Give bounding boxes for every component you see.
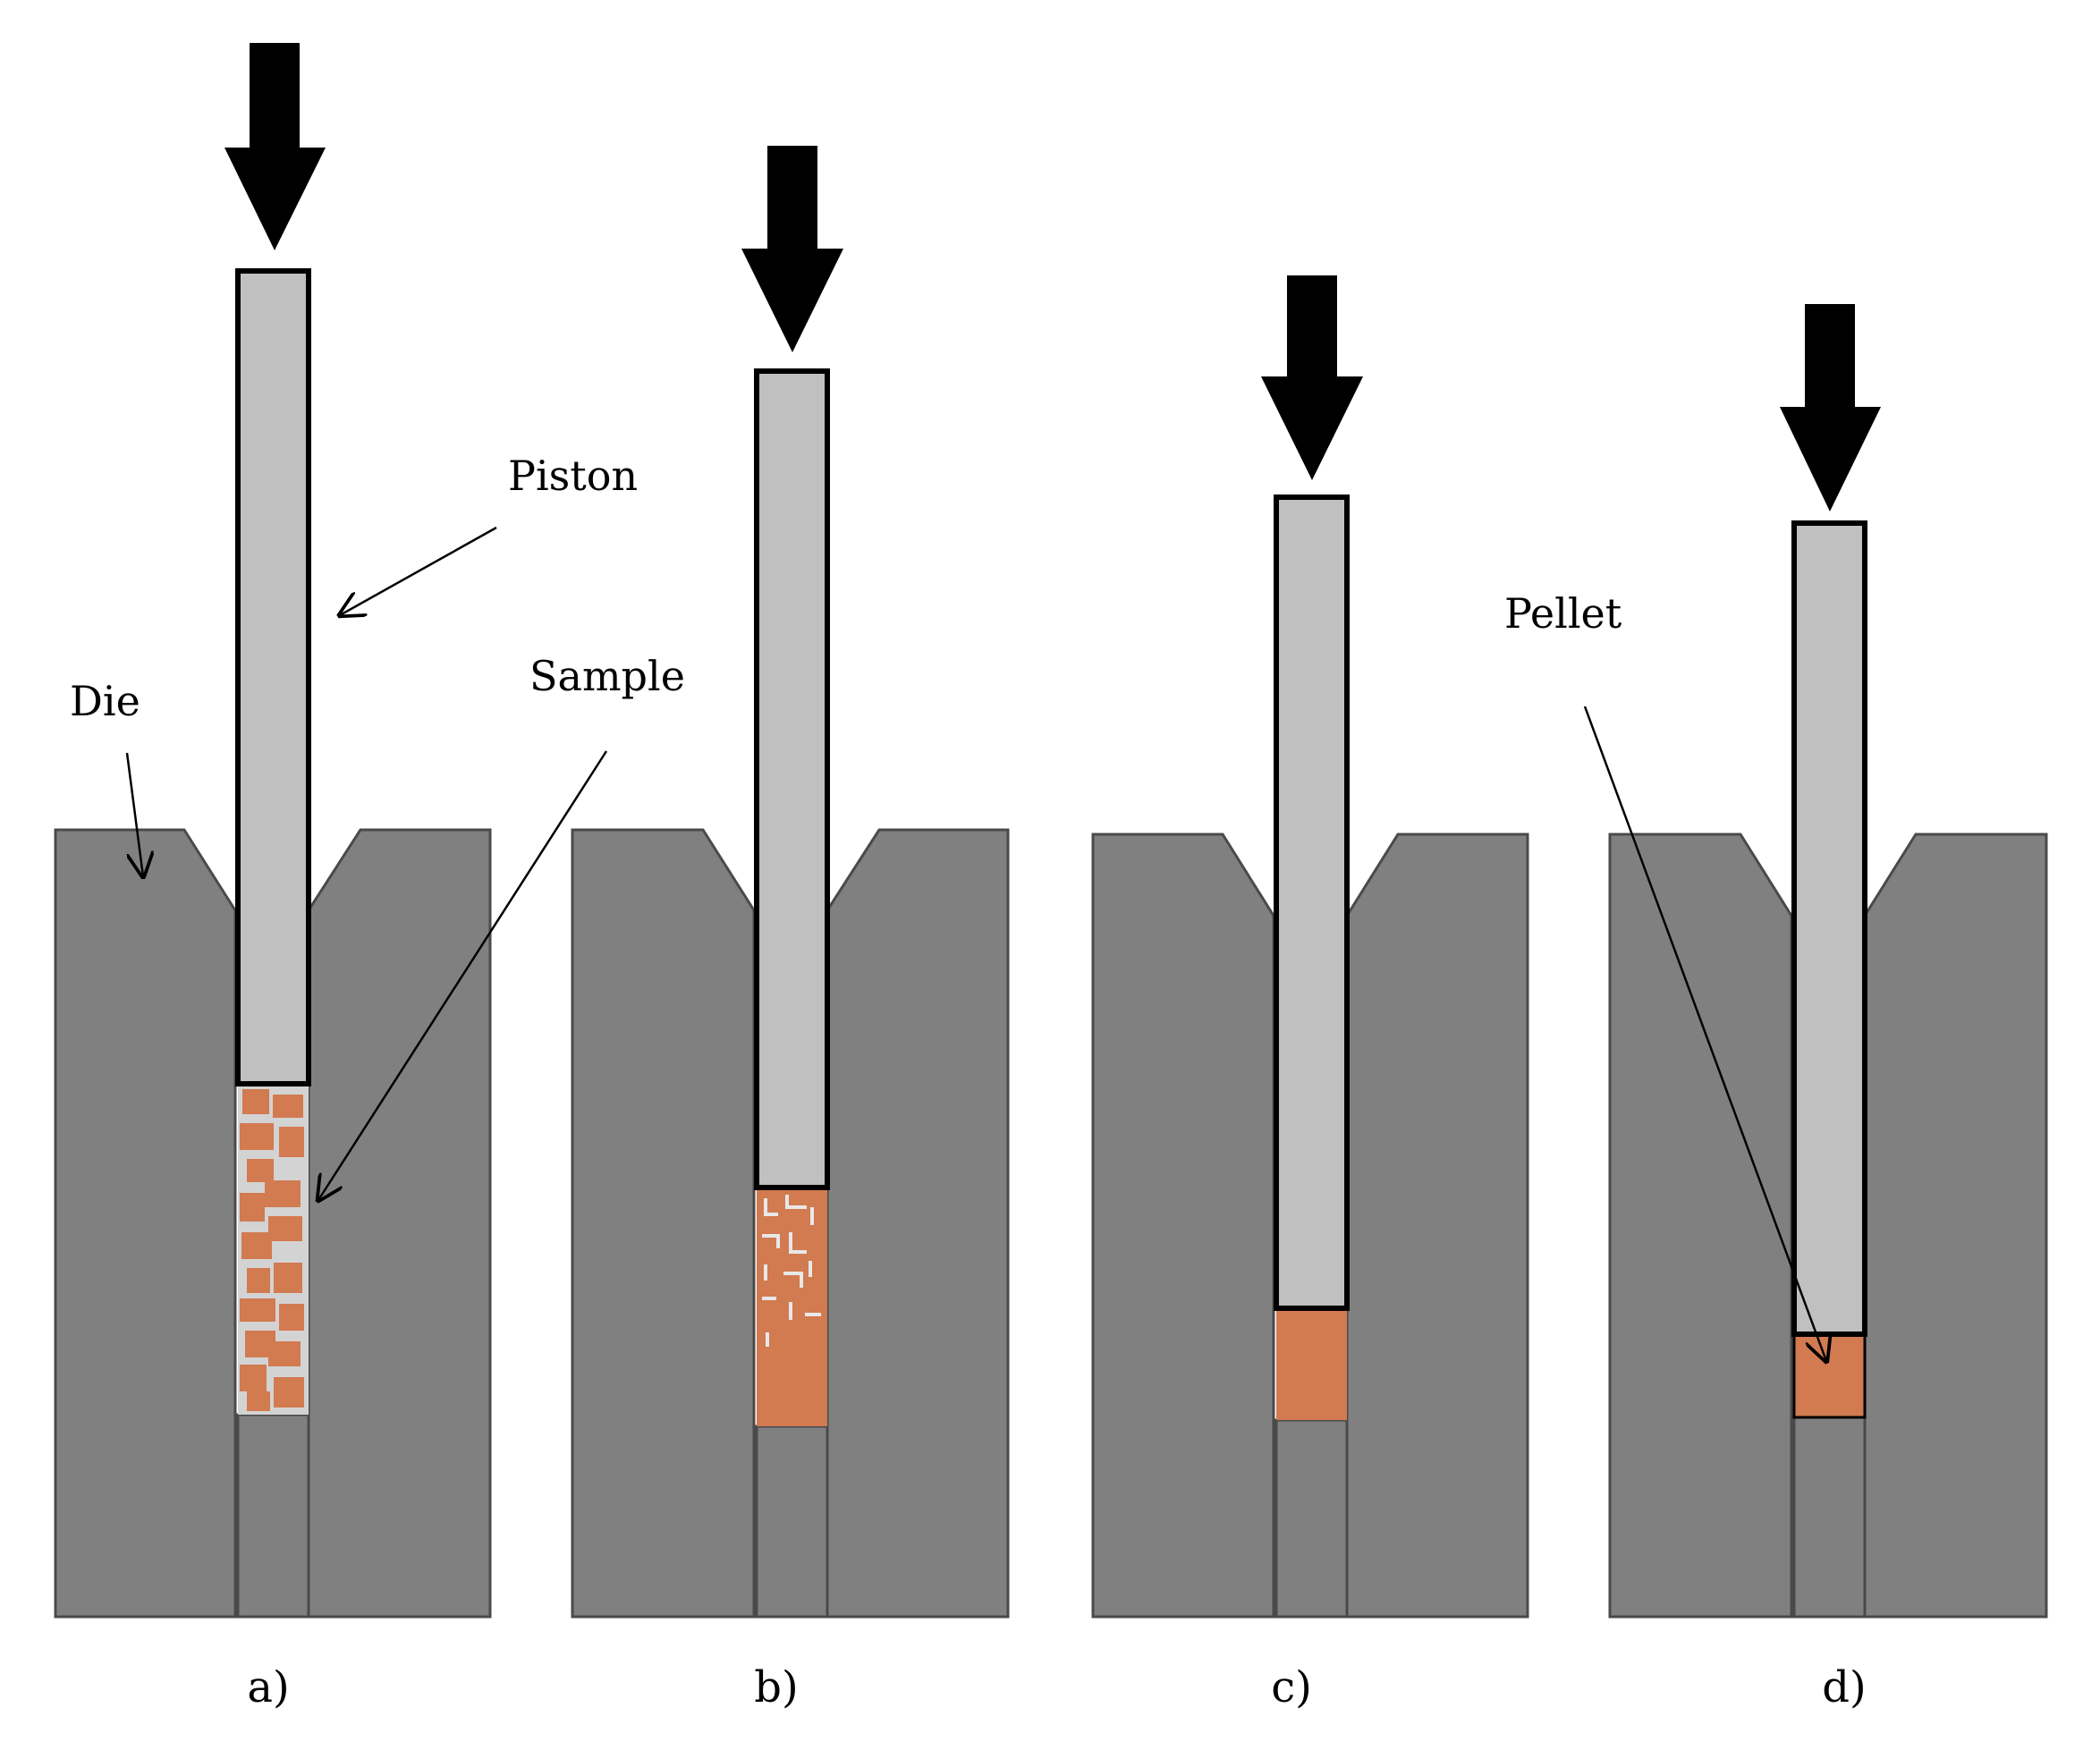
force-arrow-icon — [224, 43, 326, 250]
force-arrow-icon — [1261, 275, 1363, 480]
die-body — [571, 828, 756, 1619]
pellet-label: Pellet — [1504, 589, 1622, 638]
piston — [1791, 520, 1867, 1337]
die-body — [307, 828, 492, 1619]
panel-c — [1091, 275, 1529, 1619]
piston — [754, 368, 830, 1190]
die-bore-bottom — [1274, 1418, 1349, 1619]
die-bore-bottom — [755, 1425, 829, 1619]
powder-gaps — [762, 1195, 821, 1347]
pellet-callout-line — [1583, 706, 1826, 1361]
piston — [1274, 495, 1350, 1311]
piston — [235, 268, 311, 1086]
panel-d — [1608, 304, 2048, 1619]
piston-label: Piston — [508, 452, 638, 500]
pellet — [1792, 1332, 1867, 1419]
die-body — [826, 828, 1010, 1619]
pellet — [1276, 1308, 1347, 1420]
panel-a — [54, 43, 492, 1619]
die-body — [1091, 833, 1275, 1619]
die-bore-bottom — [236, 1413, 310, 1619]
panel-b — [571, 146, 1010, 1619]
panel-b-caption: b) — [754, 1662, 798, 1712]
force-arrow-icon — [1780, 304, 1881, 511]
die-body — [1863, 833, 2048, 1619]
die-body — [54, 828, 237, 1619]
panel-a-caption: a) — [247, 1662, 289, 1712]
force-arrow-icon — [741, 146, 843, 352]
die-callout-line — [125, 752, 143, 876]
panel-d-caption: d) — [1822, 1662, 1866, 1712]
piston-callout-line — [340, 526, 497, 615]
powder-grains — [240, 1089, 304, 1411]
die-body — [1608, 833, 1793, 1619]
sample-label: Sample — [529, 652, 685, 700]
sample-callout-line — [318, 750, 608, 1200]
die-bore-bottom — [1792, 1416, 1867, 1619]
die-label: Die — [70, 677, 140, 725]
panel-c-caption: c) — [1271, 1662, 1312, 1712]
die-body — [1345, 833, 1529, 1619]
